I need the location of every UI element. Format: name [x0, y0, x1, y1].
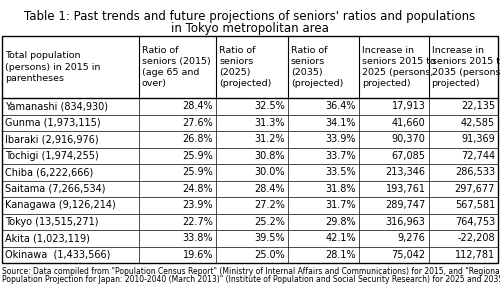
Text: 764,753: 764,753 — [455, 217, 495, 227]
Text: 33.8%: 33.8% — [183, 233, 214, 243]
Text: 72,744: 72,744 — [461, 151, 495, 161]
Text: 23.9%: 23.9% — [182, 200, 214, 210]
Text: 28.4%: 28.4% — [182, 101, 214, 111]
Text: 17,913: 17,913 — [392, 101, 426, 111]
Text: 567,581: 567,581 — [455, 200, 495, 210]
Text: Ratio of
seniors
(2025)
(projected): Ratio of seniors (2025) (projected) — [220, 46, 272, 88]
Text: 42,585: 42,585 — [461, 118, 495, 128]
Text: in Tokyo metropolitan area: in Tokyo metropolitan area — [171, 22, 329, 35]
Text: 22.7%: 22.7% — [182, 217, 214, 227]
Text: 34.1%: 34.1% — [326, 118, 356, 128]
Text: 31.3%: 31.3% — [254, 118, 284, 128]
Text: 19.6%: 19.6% — [183, 250, 214, 260]
Text: 289,747: 289,747 — [386, 200, 426, 210]
Text: 193,761: 193,761 — [386, 184, 426, 194]
Text: Ibaraki (2,916,976): Ibaraki (2,916,976) — [5, 134, 98, 144]
Text: 90,370: 90,370 — [392, 134, 426, 144]
Text: 28.4%: 28.4% — [254, 184, 284, 194]
Text: 25.2%: 25.2% — [254, 217, 284, 227]
Text: 26.8%: 26.8% — [182, 134, 214, 144]
Text: 33.5%: 33.5% — [326, 167, 356, 177]
Text: -22,208: -22,208 — [458, 233, 495, 243]
Text: 25.9%: 25.9% — [182, 151, 214, 161]
Text: Total population
(persons) in 2015 in
parentheses: Total population (persons) in 2015 in pa… — [5, 52, 100, 83]
Text: 27.2%: 27.2% — [254, 200, 284, 210]
Text: 112,781: 112,781 — [455, 250, 495, 260]
Text: 25.9%: 25.9% — [182, 167, 214, 177]
Text: 24.8%: 24.8% — [182, 184, 214, 194]
Text: Tokyo (13,515,271): Tokyo (13,515,271) — [5, 217, 98, 227]
Text: 30.0%: 30.0% — [254, 167, 284, 177]
Text: 67,085: 67,085 — [392, 151, 426, 161]
Text: 91,369: 91,369 — [461, 134, 495, 144]
Text: Yamanashi (834,930): Yamanashi (834,930) — [5, 101, 108, 111]
Text: Population Projection for Japan: 2010-2040 (March 2013)" (Institute of Populatio: Population Projection for Japan: 2010-20… — [2, 275, 500, 284]
Text: 286,533: 286,533 — [455, 167, 495, 177]
Text: 29.8%: 29.8% — [326, 217, 356, 227]
Text: 33.9%: 33.9% — [326, 134, 356, 144]
Text: 31.7%: 31.7% — [326, 200, 356, 210]
Text: 9,276: 9,276 — [398, 233, 425, 243]
Text: 31.2%: 31.2% — [254, 134, 284, 144]
Text: Chiba (6,222,666): Chiba (6,222,666) — [5, 167, 93, 177]
Text: Increase in
seniors 2015 to
2025 (persons,
projected): Increase in seniors 2015 to 2025 (person… — [362, 46, 436, 88]
Text: Ratio of
seniors (2015)
(age 65 and
over): Ratio of seniors (2015) (age 65 and over… — [142, 46, 210, 88]
Text: 28.1%: 28.1% — [326, 250, 356, 260]
Text: 213,346: 213,346 — [386, 167, 426, 177]
Text: 316,963: 316,963 — [386, 217, 426, 227]
Text: Gunma (1,973,115): Gunma (1,973,115) — [5, 118, 100, 128]
Text: 41,660: 41,660 — [392, 118, 426, 128]
Text: 31.8%: 31.8% — [326, 184, 356, 194]
Text: Akita (1,023,119): Akita (1,023,119) — [5, 233, 90, 243]
Text: 30.8%: 30.8% — [254, 151, 284, 161]
Text: 32.5%: 32.5% — [254, 101, 284, 111]
Text: 36.4%: 36.4% — [326, 101, 356, 111]
Text: Source: Data compiled from "Population Census Report" (Ministry of Internal Affa: Source: Data compiled from "Population C… — [2, 267, 500, 276]
Text: Saitama (7,266,534): Saitama (7,266,534) — [5, 184, 105, 194]
Text: 27.6%: 27.6% — [182, 118, 214, 128]
Text: 25.0%: 25.0% — [254, 250, 284, 260]
Text: 39.5%: 39.5% — [254, 233, 284, 243]
Text: Tochigi (1,974,255): Tochigi (1,974,255) — [5, 151, 99, 161]
Text: 33.7%: 33.7% — [326, 151, 356, 161]
Text: Table 1: Past trends and future projections of seniors' ratios and populations: Table 1: Past trends and future projecti… — [24, 10, 475, 23]
Bar — [2, 36, 498, 263]
Text: 42.1%: 42.1% — [326, 233, 356, 243]
Text: 75,042: 75,042 — [392, 250, 426, 260]
Text: Okinawa  (1,433,566): Okinawa (1,433,566) — [5, 250, 110, 260]
Text: Increase in
seniors 2015 to
2035 (persons,
projected): Increase in seniors 2015 to 2035 (person… — [432, 46, 500, 88]
Text: Kanagawa (9,126,214): Kanagawa (9,126,214) — [5, 200, 116, 210]
Text: Ratio of
seniors
(2035)
(projected): Ratio of seniors (2035) (projected) — [290, 46, 343, 88]
Text: 22,135: 22,135 — [461, 101, 495, 111]
Text: 297,677: 297,677 — [454, 184, 495, 194]
